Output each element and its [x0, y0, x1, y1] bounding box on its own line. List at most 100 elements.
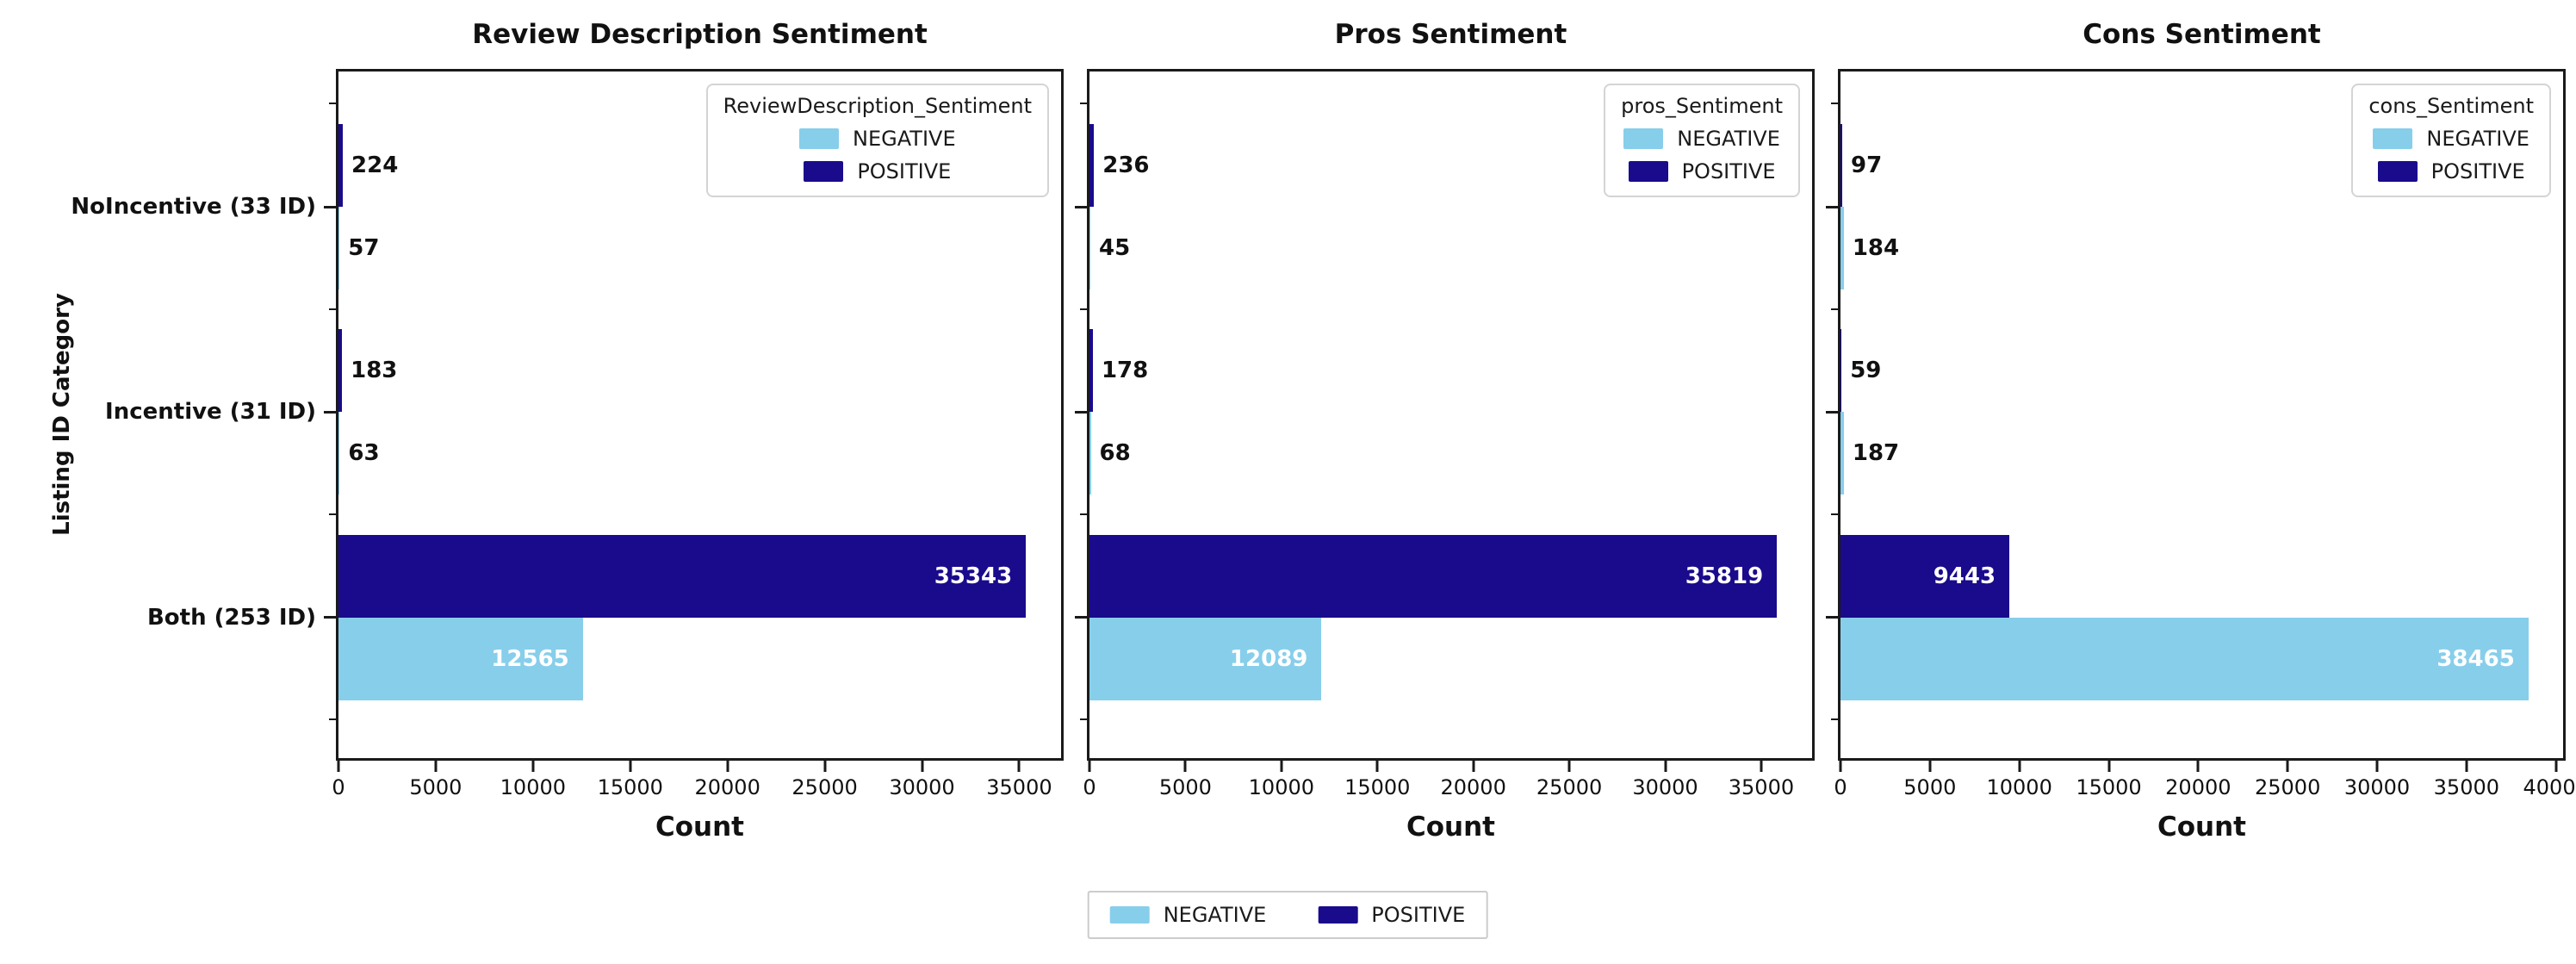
x-tick-label: 25000 — [1536, 775, 1603, 799]
legend-entry-positive: POSITIVE — [2368, 159, 2534, 183]
bottom-legend-label-negative: NEGATIVE — [1163, 903, 1267, 927]
bar-negative — [1089, 207, 1090, 289]
bar-value-label: 97 — [1851, 152, 1883, 178]
bar-negative — [1840, 617, 2529, 700]
x-tick — [434, 761, 438, 772]
x-tick — [2465, 761, 2468, 772]
category-label: Incentive (31 ID) — [105, 399, 316, 426]
bar-positive — [338, 124, 344, 207]
y-minor-tick — [1080, 308, 1087, 310]
x-tick-label: 30000 — [889, 775, 955, 799]
x-tick-label: 40000 — [2523, 775, 2576, 799]
x-tick — [2018, 761, 2021, 772]
bar-value-label: 57 — [348, 235, 380, 261]
x-tick — [2286, 761, 2289, 772]
y-tick — [324, 410, 336, 414]
plot-legend: pros_Sentiment NEGATIVE POSITIVE — [1604, 84, 1800, 197]
negative-swatch-icon — [2373, 128, 2413, 149]
plot-legend: ReviewDescription_Sentiment NEGATIVE POSIT… — [705, 84, 1049, 197]
y-minor-tick — [329, 718, 336, 721]
x-axis: 0 5000 10000 15000 20000 25000 30000 35000 — [332, 761, 1061, 804]
bar-value-label: 35819 — [1685, 563, 1764, 589]
plot-legend-title: cons_Sentiment — [2368, 94, 2534, 118]
x-tick-label: 0 — [1834, 775, 1847, 799]
negative-swatch-icon — [1623, 128, 1664, 149]
positive-swatch-icon — [1628, 161, 1668, 182]
bar-negative — [338, 617, 583, 700]
legend-label: POSITIVE — [857, 159, 952, 183]
x-tick — [1017, 761, 1021, 772]
x-tick-label: 20000 — [2165, 775, 2231, 799]
chart-panel: Review Description Sentiment NoIncentive … — [71, 0, 1064, 870]
bar-negative — [338, 207, 340, 289]
bar-value-label: 68 — [1099, 440, 1131, 467]
legend-label: POSITIVE — [1681, 159, 1776, 183]
x-tick — [531, 761, 535, 772]
plot-area: 97 184 59 187 9443 38465 cons_Sentiment NEGATIV… — [1826, 69, 2566, 761]
bar-value-label: 183 — [351, 358, 398, 384]
x-tick — [1664, 761, 1667, 772]
x-tick-label: 0 — [1083, 775, 1096, 799]
y-minor-tick — [1080, 513, 1087, 516]
bar-value-label: 9443 — [1933, 563, 1996, 589]
bar-positive — [1840, 329, 1842, 413]
x-tick-label: 35000 — [986, 775, 1052, 799]
bar-positive — [338, 534, 1027, 618]
bar-positive — [338, 329, 343, 413]
panel-title: Cons Sentiment — [2083, 19, 2321, 50]
bar-value-label: 184 — [1852, 235, 1900, 261]
bar-value-label: 236 — [1102, 152, 1150, 178]
bar-positive — [1840, 124, 1842, 207]
bar-value-label: 38465 — [2436, 645, 2515, 672]
x-tick-label: 15000 — [1344, 775, 1411, 799]
x-tick-label: 35000 — [2433, 775, 2500, 799]
x-axis-title: Count — [2157, 812, 2246, 843]
x-axis: 0 5000 10000 15000 20000 25000 30000 35000 — [1083, 761, 1812, 804]
y-tick — [1826, 616, 1838, 619]
x-tick-label: 10000 — [1248, 775, 1315, 799]
bar-negative — [338, 412, 340, 495]
x-tick-label: 30000 — [1632, 775, 1698, 799]
bar-value-label: 12565 — [491, 645, 569, 672]
category-label: Both (253 ID) — [146, 604, 316, 631]
y-tick — [324, 205, 336, 208]
x-axis-title: Count — [1406, 812, 1495, 843]
x-tick — [1088, 761, 1091, 772]
y-tick — [1075, 410, 1087, 414]
positive-swatch-icon — [804, 161, 844, 182]
y-minor-tick — [329, 513, 336, 516]
x-tick-label: 25000 — [2254, 775, 2321, 799]
x-tick — [1928, 761, 1932, 772]
x-tick-label: 10000 — [1986, 775, 2052, 799]
x-tick — [629, 761, 632, 772]
x-tick — [2107, 761, 2110, 772]
positive-swatch-icon — [2377, 161, 2418, 182]
legend-label: NEGATIVE — [853, 127, 956, 151]
x-tick — [337, 761, 340, 772]
y-axis-title: Listing ID Category — [49, 293, 75, 536]
x-tick — [1567, 761, 1571, 772]
x-tick — [1375, 761, 1379, 772]
bar-value-label: 59 — [1850, 358, 1882, 384]
x-tick-label: 5000 — [409, 775, 462, 799]
y-tick — [1075, 616, 1087, 619]
legend-label: NEGATIVE — [1677, 127, 1780, 151]
negative-swatch-icon — [799, 128, 840, 149]
plot-area: 236 45 178 68 35819 12089 pros_Sentiment NEGATI… — [1075, 69, 1815, 761]
bottom-legend: NEGATIVE POSITIVE — [1087, 891, 1488, 939]
bar-value-label: 45 — [1099, 235, 1131, 261]
bar-value-label: 35343 — [934, 563, 1013, 589]
y-minor-tick — [329, 308, 336, 310]
legend-entry-positive: POSITIVE — [723, 159, 1032, 183]
bar-negative — [1089, 617, 1322, 700]
chart-panel: Cons Sentiment 97 184 59 187 9443 38465 cons_Se… — [1826, 0, 2576, 870]
bar-negative — [1089, 412, 1091, 495]
y-minor-tick — [1831, 103, 1838, 105]
bar-value-label: 12089 — [1229, 645, 1308, 672]
x-tick-label: 20000 — [1440, 775, 1506, 799]
x-tick — [1760, 761, 1763, 772]
negative-swatch-icon — [1109, 906, 1150, 924]
y-minor-tick — [1080, 103, 1087, 105]
bar-negative — [1840, 412, 1844, 495]
x-tick-label: 0 — [332, 775, 345, 799]
